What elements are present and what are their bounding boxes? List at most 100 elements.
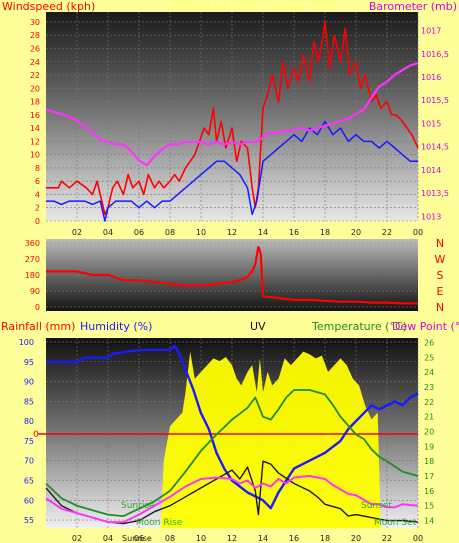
humidity-x-tick-label: 12 <box>227 534 237 543</box>
pressure-y-tick-label: 1014 <box>421 166 441 175</box>
temperature-y-tick-label: 21 <box>424 413 434 422</box>
temperature-y-tick-label: 17 <box>424 472 434 481</box>
direction-y-tick-label: 90 <box>30 287 40 296</box>
wind-x-tick-label: 20 <box>351 228 361 237</box>
wind-y-tick-label: 4 <box>35 190 40 199</box>
direction-compass-label: W <box>435 253 446 266</box>
wind-y-tick-label: 24 <box>30 58 40 67</box>
wind-x-tick-label: 04 <box>103 228 113 237</box>
direction-compass-label: E <box>437 285 444 298</box>
humidity-y-tick-label: 85 <box>24 397 34 406</box>
direction-y-tick-label: 360 <box>25 239 40 248</box>
temperature-axis-label: Temperature (°C) <box>311 320 407 333</box>
humidity-x-tick-label: 06 <box>134 534 144 543</box>
humidity-x-tick-label: 00 <box>413 534 423 543</box>
humidity-axis-label: Humidity (%) <box>80 320 152 333</box>
uv-axis-label: UV <box>250 320 266 333</box>
direction-grid <box>46 242 418 308</box>
direction-y-tick-label: 180 <box>25 271 40 280</box>
sunrise-axis-label: Sunrise <box>122 534 152 543</box>
temperature-y-tick-label: 25 <box>424 353 434 362</box>
humidity-x-tick-label: 18 <box>320 534 330 543</box>
temperature-y-tick-label: 20 <box>424 428 434 437</box>
pressure-y-tick-label: 1015 <box>421 119 441 128</box>
wind-x-tick-label: 12 <box>227 228 237 237</box>
pressure-y-tick-label: 1014,5 <box>421 143 449 152</box>
wind-y-tick-label: 26 <box>30 44 40 53</box>
humidity-y-tick-label: 70 <box>24 457 34 466</box>
humidity-x-tick-label: 02 <box>72 534 82 543</box>
moonrise-label: Moon Rise <box>136 518 183 528</box>
temperature-y-tick-label: 24 <box>424 368 434 377</box>
series-wind-direction <box>46 246 418 305</box>
wind-y-tick-label: 30 <box>30 18 40 27</box>
barometer-axis-label: Barometer (mb) <box>369 0 457 13</box>
temperature-y-tick-label: 14 <box>424 517 434 526</box>
humidity-x-tick-label: 10 <box>196 534 206 543</box>
humidity-x-tick-label: 14 <box>258 534 268 543</box>
direction-compass-label: N <box>436 301 444 314</box>
wind-y-tick-label: 16 <box>30 111 40 120</box>
moonset-label: Moon Set <box>374 518 417 528</box>
humidity-y-tick-label: 100 <box>19 338 34 347</box>
temperature-y-tick-label: 15 <box>424 502 434 511</box>
wind-x-tick-label: 08 <box>165 228 175 237</box>
wind-y-tick-label: 18 <box>30 98 40 107</box>
humidity-x-tick-label: 20 <box>351 534 361 543</box>
temperature-y-tick-label: 22 <box>424 398 434 407</box>
chart-title: All times are in UTC. Updated: 00:00 <box>172 1 336 11</box>
wind-y-tick-label: 20 <box>30 84 40 93</box>
temperature-y-tick-label: 18 <box>424 457 434 466</box>
humidity-y-tick-label: 55 <box>24 516 34 525</box>
rain-zero-label: 0 <box>33 430 39 440</box>
wind-y-tick-label: 28 <box>30 31 40 40</box>
wind-y-tick-label: 12 <box>30 137 40 146</box>
wind-y-tick-label: 8 <box>35 164 40 173</box>
wind-y-tick-label: 10 <box>30 151 40 160</box>
series-apparent <box>45 475 419 524</box>
wind-x-tick-label: 00 <box>413 228 423 237</box>
sunrise-label: Sunrise <box>121 501 155 511</box>
humidity-series <box>45 344 419 525</box>
direction-y-tick-label: 0 <box>35 303 40 312</box>
wind-x-tick-label: 14 <box>258 228 268 237</box>
wind-y-tick-label: 0 <box>35 217 40 226</box>
direction-series <box>46 246 418 305</box>
wind-series <box>45 21 419 222</box>
series-temperature <box>45 389 419 517</box>
direction-compass-label: N <box>436 237 444 250</box>
temperature-y-tick-label: 19 <box>424 442 434 451</box>
dewpoint-axis-label: Dew Point (°C) <box>392 320 459 333</box>
wind-y-tick-label: 14 <box>30 124 40 133</box>
pressure-y-tick-label: 1017 <box>421 27 441 36</box>
temperature-y-tick-label: 26 <box>424 338 434 347</box>
wind-y-tick-label: 6 <box>35 177 40 186</box>
humidity-ticks: 5560657075808590951001415161718192021222… <box>19 338 434 543</box>
humidity-x-tick-label: 16 <box>289 534 299 543</box>
series-wind-average <box>46 120 418 222</box>
series-pressure <box>45 62 419 167</box>
wind-x-tick-label: 16 <box>289 228 299 237</box>
wind-x-tick-label: 22 <box>382 228 392 237</box>
pressure-y-tick-label: 1016 <box>421 73 441 82</box>
humidity-y-tick-label: 95 <box>24 358 34 367</box>
sunset-label: Sunset <box>361 501 392 511</box>
pressure-y-tick-label: 1013 <box>421 212 441 221</box>
humidity-x-tick-label: 22 <box>382 534 392 543</box>
wind-y-tick-label: 2 <box>35 204 40 213</box>
rainfall-axis-label: Rainfall (mm) <box>1 320 75 333</box>
humidity-y-tick-label: 65 <box>24 477 34 486</box>
series-wind-gust <box>46 21 419 216</box>
direction-y-tick-label: 270 <box>25 255 40 264</box>
temperature-y-tick-label: 16 <box>424 487 434 496</box>
wind-x-tick-label: 10 <box>196 228 206 237</box>
series-humidity <box>46 344 419 510</box>
humidity-y-tick-label: 90 <box>24 378 34 387</box>
humidity-y-tick-label: 60 <box>24 496 34 505</box>
humidity-x-tick-label: 08 <box>165 534 175 543</box>
humidity-x-tick-label: 04 <box>103 534 113 543</box>
wind-y-tick-label: 22 <box>30 71 40 80</box>
